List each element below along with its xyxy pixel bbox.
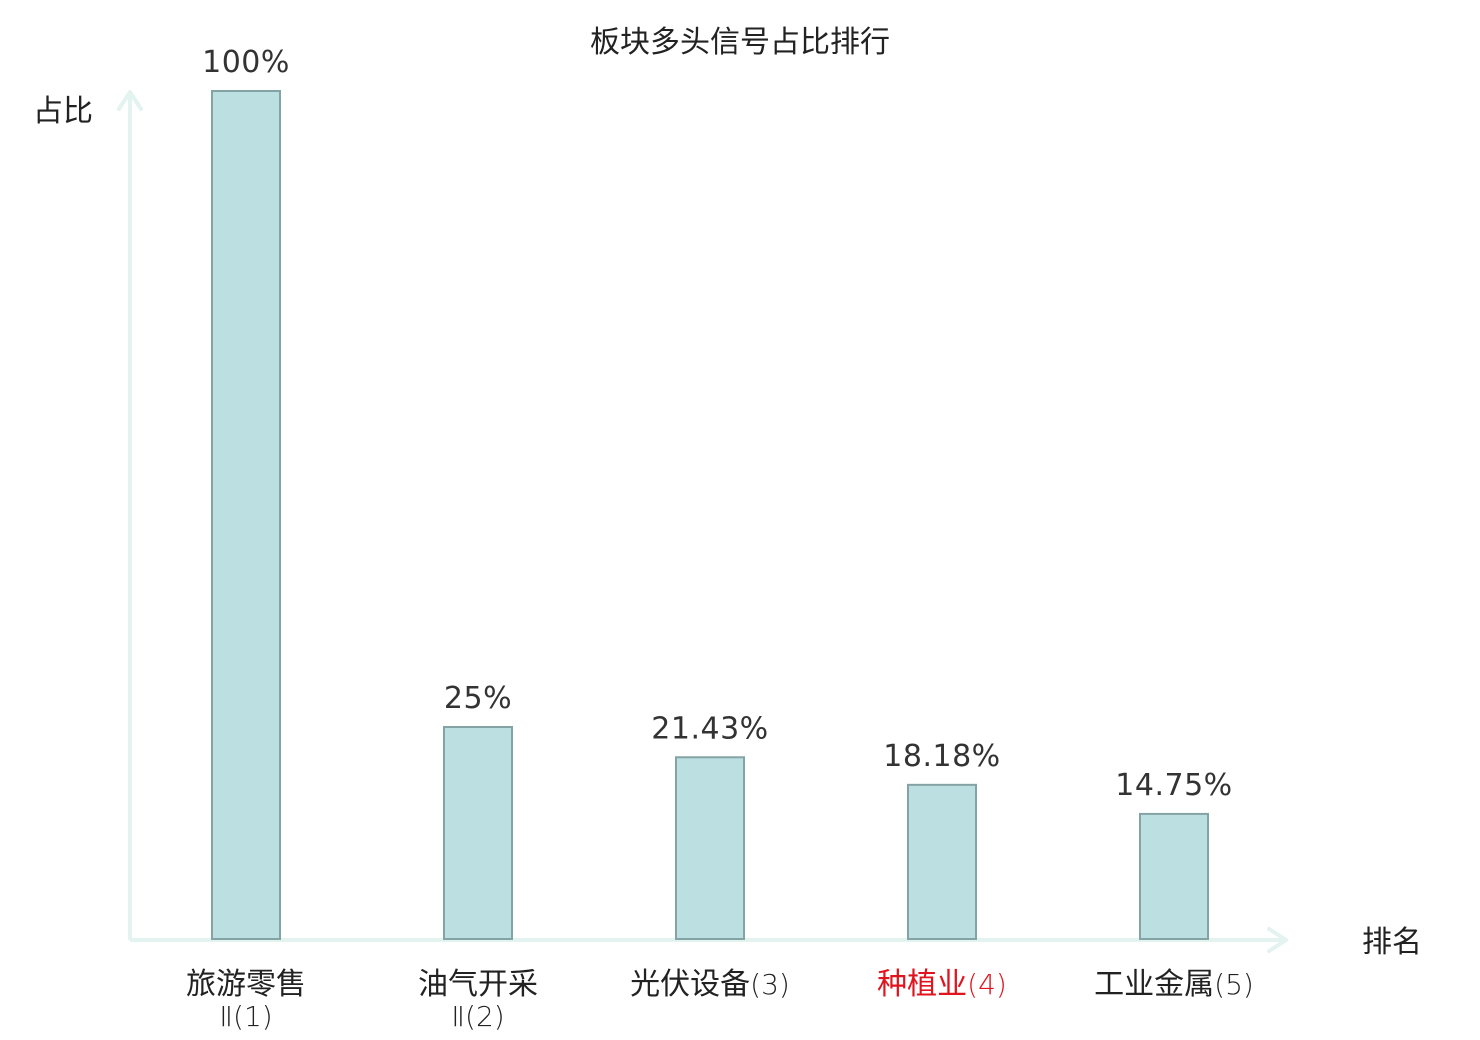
category-label-second-line: Ⅱ(1) [219,1000,272,1033]
bars-group [211,90,1209,941]
category-label-second-line: Ⅱ(2) [451,1000,504,1033]
category-label: 种植业(4) [877,967,1007,1002]
bar [907,783,977,941]
y-axis-label: 占比 [33,94,93,129]
y-axis [117,90,143,940]
x-axis-label: 排名 [1362,925,1422,960]
chart-title: 板块多头信号占比排行 [590,25,890,60]
bar [1139,812,1209,940]
category-label: 旅游零售 [186,967,306,1002]
value-labels-group: 100% 25% 21.43% 18.18% 14.75% [202,45,1232,803]
value-label: 100% [202,45,290,80]
category-label: 工业金属(5) [1094,967,1254,1002]
bar [211,90,281,940]
value-label: 25% [444,681,512,716]
category-label: 光伏设备(3) [630,967,790,1002]
bar [443,726,513,940]
value-label: 18.18% [883,739,1000,774]
bar [675,756,745,941]
category-label: 油气开采 [418,967,538,1002]
value-label: 14.75% [1115,768,1232,803]
value-label: 21.43% [651,711,768,746]
